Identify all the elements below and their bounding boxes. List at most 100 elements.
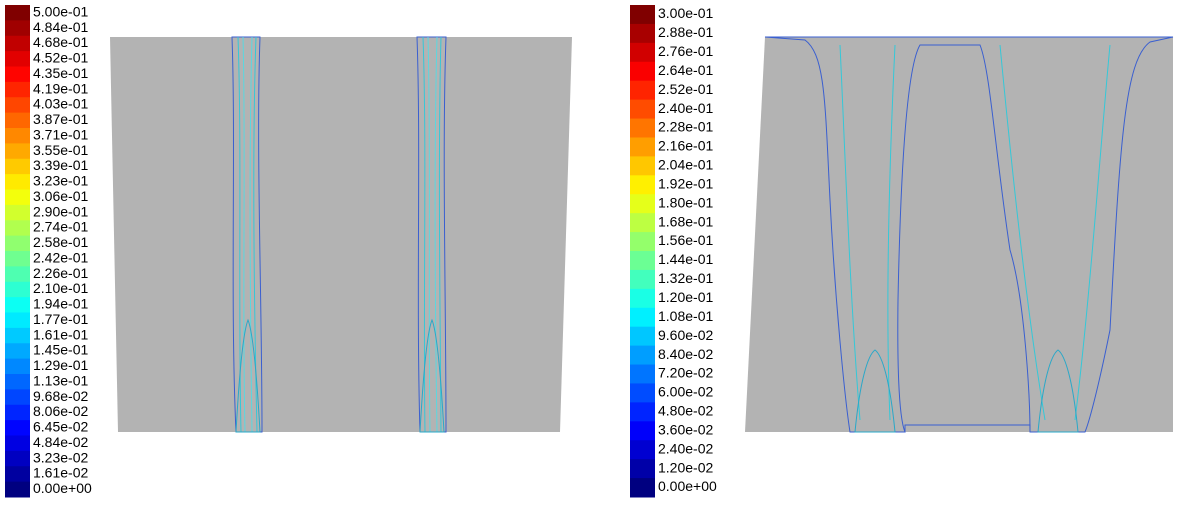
colorbar-label: 4.80e-02 bbox=[658, 403, 713, 419]
colorbar-label: 8.06e-02 bbox=[33, 403, 88, 419]
color-swatch bbox=[5, 97, 30, 114]
color-swatch bbox=[5, 143, 30, 160]
colorbar-label: 4.52e-01 bbox=[33, 50, 88, 66]
colorbar-label: 0.00e+00 bbox=[658, 478, 717, 494]
color-swatch bbox=[5, 66, 30, 83]
color-swatch bbox=[630, 326, 655, 347]
color-swatch bbox=[5, 450, 30, 467]
colorbar-label: 1.77e-01 bbox=[33, 311, 88, 327]
colorbar-label: 1.94e-01 bbox=[33, 296, 88, 312]
color-swatch bbox=[630, 175, 655, 195]
colorbar-label: 3.23e-01 bbox=[33, 173, 88, 189]
colorbar-label: 3.06e-01 bbox=[33, 188, 88, 204]
colorbar-label: 1.45e-01 bbox=[33, 342, 88, 358]
colorbar-label: 2.64e-01 bbox=[658, 62, 713, 78]
color-swatch bbox=[630, 459, 655, 479]
color-swatch bbox=[5, 81, 30, 98]
color-swatch bbox=[630, 194, 655, 214]
color-swatch bbox=[5, 266, 30, 283]
color-swatch bbox=[630, 137, 655, 157]
color-swatch bbox=[630, 232, 655, 252]
left-contour bbox=[110, 36, 572, 433]
colorbar-label: 5.00e-01 bbox=[33, 3, 88, 19]
colorbar-label: 1.20e-01 bbox=[658, 289, 713, 305]
color-swatch bbox=[5, 189, 30, 206]
color-swatch bbox=[5, 128, 30, 144]
colorbar-label: 7.20e-02 bbox=[658, 365, 713, 381]
color-swatch bbox=[630, 251, 655, 271]
colorbar-label: 1.92e-01 bbox=[658, 175, 713, 191]
color-swatch bbox=[5, 343, 30, 360]
color-swatch bbox=[5, 112, 30, 129]
colorbar-label: 4.68e-01 bbox=[33, 34, 88, 50]
colorbar-label: 3.87e-01 bbox=[33, 111, 88, 127]
colorbar-label: 2.04e-01 bbox=[658, 157, 713, 173]
color-swatch bbox=[630, 80, 655, 101]
colorbar-label: 2.28e-01 bbox=[658, 119, 713, 135]
colorbar-label: 2.42e-01 bbox=[33, 249, 88, 265]
color-swatch bbox=[5, 327, 30, 344]
right-contour bbox=[745, 36, 1174, 433]
colorbar-label: 2.16e-01 bbox=[658, 138, 713, 154]
color-swatch bbox=[630, 269, 655, 290]
colorbar-label: 2.10e-01 bbox=[33, 280, 88, 296]
color-swatch bbox=[630, 402, 655, 422]
color-swatch bbox=[5, 251, 30, 267]
color-swatch bbox=[5, 435, 30, 452]
color-swatch bbox=[630, 364, 655, 384]
color-swatch bbox=[630, 5, 655, 25]
color-swatch bbox=[5, 404, 30, 421]
colorbar-label: 3.23e-02 bbox=[33, 449, 88, 465]
color-swatch bbox=[5, 466, 30, 483]
colorbar-label: 1.08e-01 bbox=[658, 308, 713, 324]
colorbar-label: 2.76e-01 bbox=[658, 43, 713, 59]
colorbar-label: 4.84e-02 bbox=[33, 434, 88, 450]
color-swatch bbox=[5, 389, 30, 406]
colorbar-label: 9.60e-02 bbox=[658, 327, 713, 343]
colorbar-label: 4.19e-01 bbox=[33, 80, 88, 96]
color-swatch bbox=[5, 374, 30, 390]
color-swatch bbox=[5, 281, 30, 298]
color-swatch bbox=[5, 158, 30, 175]
colorbar-label: 2.88e-01 bbox=[658, 24, 713, 40]
color-swatch bbox=[630, 118, 655, 138]
colorbar-label: 6.00e-02 bbox=[658, 384, 713, 400]
colorbar-label: 3.71e-01 bbox=[33, 126, 88, 142]
colorbar-label: 2.26e-01 bbox=[33, 265, 88, 281]
color-swatch bbox=[5, 20, 30, 37]
color-swatch bbox=[630, 23, 655, 44]
colorbar-label: 3.39e-01 bbox=[33, 157, 88, 173]
color-swatch bbox=[5, 35, 30, 52]
plume-region bbox=[231, 36, 263, 433]
color-swatch bbox=[630, 345, 655, 366]
colorbar-label: 2.40e-02 bbox=[658, 440, 713, 456]
plume-region bbox=[764, 36, 1174, 433]
color-swatch bbox=[630, 99, 655, 120]
colorbar-label: 9.68e-02 bbox=[33, 388, 88, 404]
colorbar-label: 1.68e-01 bbox=[658, 213, 713, 229]
color-swatch bbox=[630, 213, 655, 233]
colorbar-label: 2.58e-01 bbox=[33, 234, 88, 250]
colorbar-label: 1.13e-01 bbox=[33, 372, 88, 388]
colorbar-label: 0.00e+00 bbox=[33, 480, 92, 496]
colorbar-label: 1.56e-01 bbox=[658, 232, 713, 248]
colorbar-label: 1.20e-02 bbox=[658, 459, 713, 475]
color-swatch bbox=[5, 220, 30, 237]
color-swatch bbox=[630, 478, 655, 498]
colorbar-label: 2.74e-01 bbox=[33, 219, 88, 235]
colorbar-label: 3.60e-02 bbox=[658, 421, 713, 437]
colorbar-label: 4.35e-01 bbox=[33, 65, 88, 81]
colorbar-label: 6.45e-02 bbox=[33, 419, 88, 435]
colorbar-label: 3.00e-01 bbox=[658, 5, 713, 21]
color-swatch bbox=[5, 204, 30, 221]
color-swatch bbox=[5, 481, 30, 498]
domain bbox=[110, 37, 572, 432]
color-swatch bbox=[630, 61, 655, 82]
color-swatch bbox=[630, 440, 655, 460]
color-swatch bbox=[630, 42, 655, 63]
colorbar-label: 1.61e-01 bbox=[33, 326, 88, 342]
color-swatch bbox=[630, 156, 655, 176]
color-swatch bbox=[5, 235, 30, 252]
color-swatch bbox=[630, 421, 655, 441]
color-swatch bbox=[5, 51, 30, 67]
